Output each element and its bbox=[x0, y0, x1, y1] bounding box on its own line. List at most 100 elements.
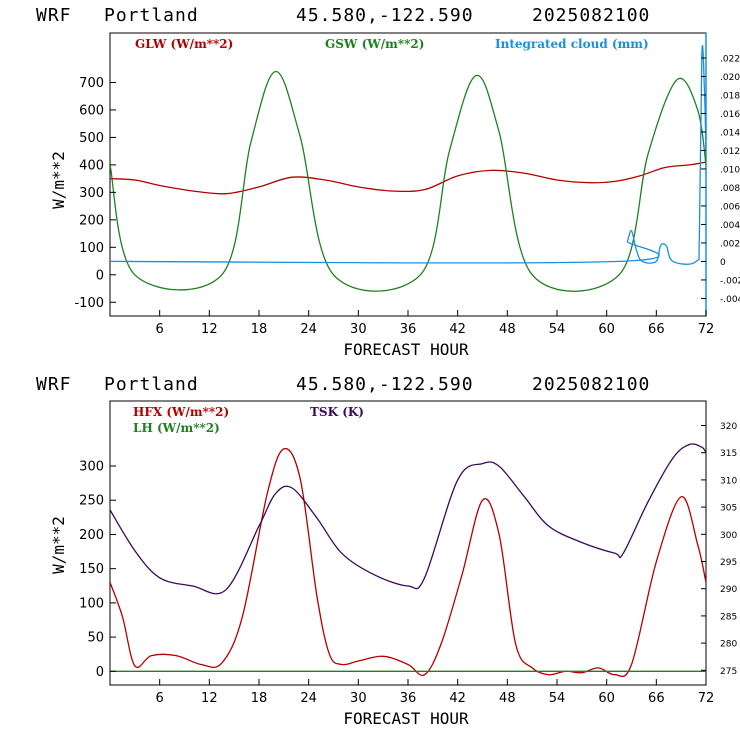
y-tick-label: 300 bbox=[79, 186, 104, 201]
x-tick-label: 18 bbox=[251, 691, 268, 706]
y-tick-label: 700 bbox=[79, 76, 104, 91]
y-tick-label: 600 bbox=[79, 103, 104, 118]
x-tick-label: 66 bbox=[648, 691, 665, 706]
x-tick-label: 30 bbox=[350, 322, 367, 337]
plot-frame bbox=[109, 32, 707, 317]
x-tick-label: 42 bbox=[449, 691, 466, 706]
header-model: WRF bbox=[36, 374, 72, 395]
y-axis-title: W/m**2 bbox=[49, 151, 68, 209]
y-axis-ticks: 700 600 500 400 300 200 100 0 -100 bbox=[74, 76, 116, 311]
legend-tsk: TSK (K) bbox=[310, 405, 364, 419]
header-coords: 45.580,-122.590 bbox=[296, 374, 474, 395]
x-tick-label: 42 bbox=[449, 322, 466, 337]
x-tick-label: 54 bbox=[549, 322, 566, 337]
y-tick-label: 150 bbox=[79, 562, 104, 577]
x-axis-ticks: 6 12 18 24 30 36 42 48 54 60 66 72 bbox=[156, 310, 715, 337]
x-tick-label: 48 bbox=[499, 691, 516, 706]
header-coords: 45.580,-122.590 bbox=[296, 5, 474, 26]
right-axis-ticks: 320 315 310 305 300 295 290 285 280 275 bbox=[701, 422, 737, 677]
x-tick-label: 72 bbox=[698, 322, 715, 337]
x-tick-label: 6 bbox=[156, 691, 164, 706]
x-tick-label: 24 bbox=[300, 322, 317, 337]
right-tick-label: .014 bbox=[720, 128, 740, 138]
x-tick-label: 60 bbox=[598, 322, 615, 337]
x-axis-title: FORECAST HOUR bbox=[343, 709, 469, 728]
x-tick-label: 24 bbox=[300, 691, 317, 706]
y-tick-label: 0 bbox=[96, 665, 104, 680]
right-tick-label: .002 bbox=[720, 239, 740, 249]
y-tick-label: 500 bbox=[79, 131, 104, 146]
right-tick-label: 320 bbox=[720, 422, 737, 432]
x-axis-ticks: 6 12 18 24 30 36 42 48 54 60 66 72 bbox=[156, 679, 715, 706]
right-tick-label: .006 bbox=[720, 202, 740, 212]
right-tick-label: .016 bbox=[720, 110, 740, 120]
legend-gsw: GSW (W/m**2) bbox=[325, 37, 424, 51]
right-tick-label: 300 bbox=[720, 531, 737, 541]
x-tick-label: 48 bbox=[499, 322, 516, 337]
right-tick-label: -.004 bbox=[720, 295, 740, 305]
panel-heat-flux: WRF Portland 45.580,-122.590 2025082100 … bbox=[36, 374, 737, 728]
series-lines bbox=[110, 45, 706, 292]
y-tick-label: 100 bbox=[79, 241, 104, 256]
plot-frame bbox=[109, 400, 707, 686]
x-tick-label: 30 bbox=[350, 691, 367, 706]
series-line-tsk bbox=[110, 443, 706, 595]
right-tick-label: 295 bbox=[720, 558, 737, 568]
y-tick-label: 200 bbox=[79, 528, 104, 543]
x-tick-label: 18 bbox=[251, 322, 268, 337]
right-tick-label: .020 bbox=[720, 73, 740, 83]
header-init-time: 2025082100 bbox=[532, 374, 650, 395]
right-tick-label: 275 bbox=[720, 667, 737, 677]
y-axis-title: W/m**2 bbox=[49, 516, 68, 574]
right-tick-label: .004 bbox=[720, 221, 740, 231]
right-tick-label: 315 bbox=[720, 449, 737, 459]
legend-glw: GLW (W/m**2) bbox=[135, 37, 233, 51]
series-lines bbox=[110, 443, 706, 678]
panel-radiation: WRF Portland 45.580,-122.590 2025082100 … bbox=[36, 5, 740, 359]
legend-cloud: Integrated cloud (mm) bbox=[495, 37, 649, 51]
right-tick-label: .010 bbox=[720, 165, 740, 175]
y-tick-label: 0 bbox=[96, 268, 104, 283]
legend-lh: LH (W/m**2) bbox=[133, 421, 220, 435]
series-line-integrated bbox=[110, 45, 706, 265]
right-axis-ticks: .022 .020 .018 .016 .014 .012 .010 .008 .006 .004… bbox=[701, 54, 740, 305]
y-tick-label: 300 bbox=[79, 460, 104, 475]
series-line-glw bbox=[110, 161, 706, 195]
right-tick-label: .022 bbox=[720, 54, 740, 64]
right-tick-label: -.002 bbox=[720, 276, 740, 286]
header-location: Portland bbox=[104, 374, 199, 395]
right-tick-label: 0 bbox=[720, 258, 726, 268]
series-line-hfx bbox=[110, 447, 706, 678]
header-init-time: 2025082100 bbox=[532, 5, 650, 26]
x-tick-label: 36 bbox=[400, 322, 417, 337]
y-axis-ticks: 300 250 200 150 100 50 0 bbox=[79, 460, 116, 680]
y-tick-label: 400 bbox=[79, 158, 104, 173]
right-tick-label: 280 bbox=[720, 640, 737, 650]
right-tick-label: .008 bbox=[720, 184, 740, 194]
y-tick-label: 250 bbox=[79, 494, 104, 509]
x-tick-label: 54 bbox=[549, 691, 566, 706]
series-line-gsw bbox=[110, 70, 706, 292]
x-tick-label: 12 bbox=[201, 691, 218, 706]
x-tick-label: 72 bbox=[698, 691, 715, 706]
header-model: WRF bbox=[36, 5, 72, 26]
legend-hfx: HFX (W/m**2) bbox=[133, 405, 229, 419]
x-tick-label: 36 bbox=[400, 691, 417, 706]
y-tick-label: 50 bbox=[87, 631, 104, 646]
right-tick-label: 285 bbox=[720, 612, 737, 622]
y-tick-label: 100 bbox=[79, 596, 104, 611]
header-location: Portland bbox=[104, 5, 199, 26]
right-tick-label: .012 bbox=[720, 147, 740, 157]
right-tick-label: 305 bbox=[720, 504, 737, 514]
x-tick-label: 66 bbox=[648, 322, 665, 337]
right-tick-label: 290 bbox=[720, 585, 737, 595]
y-tick-label: -100 bbox=[74, 296, 104, 311]
x-tick-label: 12 bbox=[201, 322, 218, 337]
x-axis-title: FORECAST HOUR bbox=[343, 340, 469, 359]
x-tick-label: 6 bbox=[156, 322, 164, 337]
y-tick-label: 200 bbox=[79, 213, 104, 228]
right-tick-label: 310 bbox=[720, 476, 737, 486]
x-tick-label: 60 bbox=[598, 691, 615, 706]
right-tick-label: .018 bbox=[720, 91, 740, 101]
